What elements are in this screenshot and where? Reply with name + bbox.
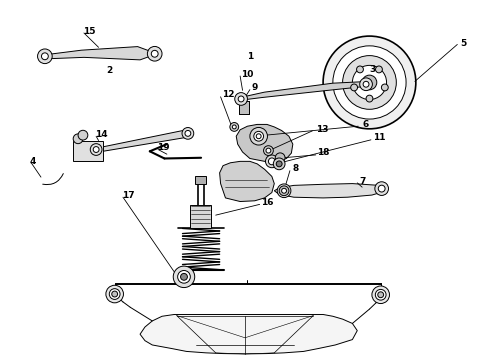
Circle shape: [276, 161, 282, 167]
Circle shape: [78, 130, 88, 140]
Text: 13: 13: [316, 125, 328, 134]
Circle shape: [42, 53, 49, 60]
Circle shape: [366, 95, 373, 102]
Text: 8: 8: [293, 164, 299, 173]
Circle shape: [323, 36, 416, 129]
Circle shape: [106, 285, 123, 303]
Circle shape: [378, 185, 385, 192]
Polygon shape: [190, 205, 211, 228]
Text: 19: 19: [157, 143, 170, 152]
Text: 9: 9: [252, 83, 258, 92]
Circle shape: [281, 187, 288, 194]
Text: 16: 16: [261, 198, 273, 207]
Polygon shape: [140, 315, 357, 354]
Circle shape: [266, 148, 271, 153]
Circle shape: [375, 66, 382, 73]
Circle shape: [352, 66, 387, 100]
Text: 3: 3: [369, 65, 376, 74]
Circle shape: [90, 144, 102, 156]
Polygon shape: [239, 101, 249, 114]
Circle shape: [235, 93, 247, 105]
Circle shape: [256, 134, 261, 139]
Circle shape: [360, 78, 372, 91]
Circle shape: [375, 289, 386, 300]
Circle shape: [151, 50, 158, 57]
Text: 2: 2: [106, 66, 112, 75]
Circle shape: [275, 153, 285, 163]
Polygon shape: [220, 161, 274, 202]
Circle shape: [185, 130, 191, 136]
Circle shape: [230, 122, 239, 131]
Text: 10: 10: [241, 70, 253, 79]
Text: 15: 15: [83, 27, 96, 36]
Polygon shape: [73, 140, 103, 161]
Polygon shape: [239, 81, 369, 100]
Circle shape: [232, 125, 236, 129]
Circle shape: [277, 184, 291, 198]
Circle shape: [238, 96, 244, 102]
Circle shape: [266, 155, 278, 168]
Circle shape: [372, 286, 390, 303]
Text: 18: 18: [317, 148, 330, 157]
Circle shape: [273, 158, 285, 170]
Circle shape: [343, 55, 396, 109]
Circle shape: [112, 291, 118, 297]
Circle shape: [73, 134, 83, 144]
Circle shape: [147, 46, 162, 61]
Text: 7: 7: [360, 177, 366, 186]
Text: 12: 12: [221, 90, 234, 99]
Circle shape: [250, 127, 268, 145]
Circle shape: [378, 292, 384, 298]
Circle shape: [254, 131, 264, 141]
Circle shape: [279, 186, 289, 195]
Polygon shape: [274, 184, 387, 198]
Circle shape: [264, 146, 273, 156]
Circle shape: [182, 127, 194, 139]
Text: 14: 14: [95, 130, 107, 139]
Text: 1: 1: [247, 52, 254, 61]
Circle shape: [269, 158, 275, 165]
Text: 5: 5: [460, 39, 466, 48]
Text: 4: 4: [29, 157, 36, 166]
Circle shape: [109, 289, 120, 300]
Polygon shape: [195, 176, 206, 184]
Circle shape: [178, 270, 190, 283]
Circle shape: [351, 84, 358, 91]
Text: 6: 6: [362, 120, 368, 129]
Circle shape: [333, 46, 406, 119]
Circle shape: [93, 147, 99, 152]
Circle shape: [363, 81, 369, 87]
Circle shape: [375, 182, 389, 195]
Circle shape: [381, 84, 388, 91]
Circle shape: [181, 273, 187, 280]
Circle shape: [362, 75, 377, 90]
Polygon shape: [41, 46, 157, 60]
Text: 17: 17: [122, 190, 135, 199]
Circle shape: [357, 66, 364, 73]
Text: 11: 11: [373, 133, 385, 142]
Circle shape: [173, 266, 195, 288]
Circle shape: [38, 49, 52, 64]
Polygon shape: [95, 130, 191, 152]
Circle shape: [282, 188, 287, 193]
Polygon shape: [236, 125, 293, 161]
